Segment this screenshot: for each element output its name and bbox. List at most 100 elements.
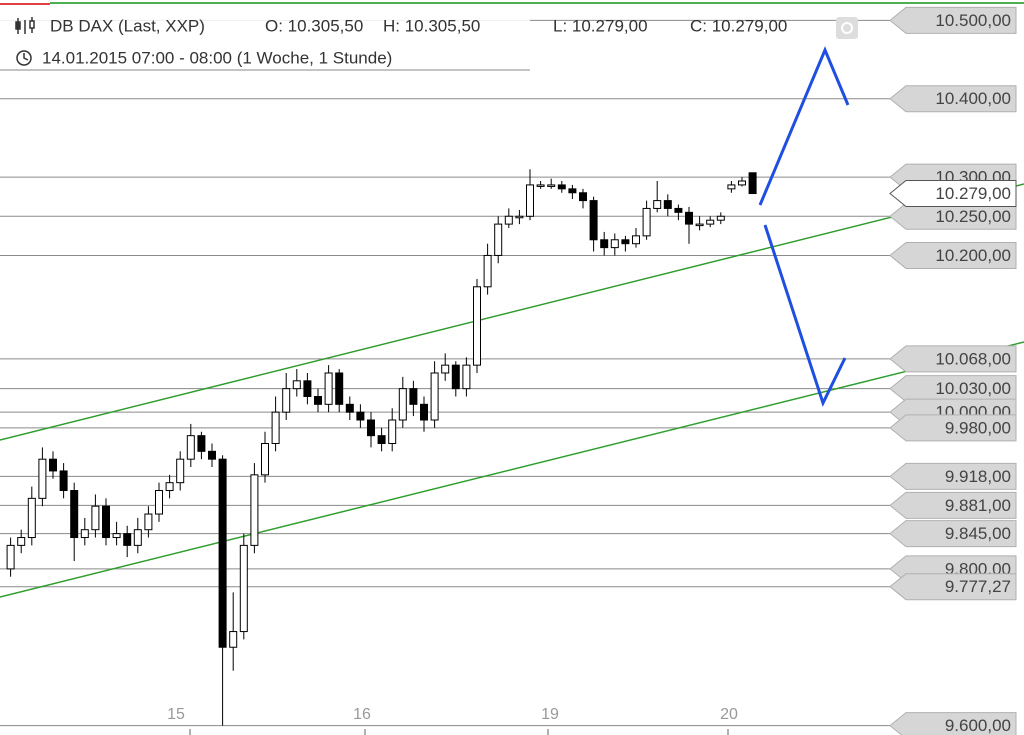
candle-body [70,490,79,539]
candle-body [462,364,471,390]
header-high: H: 10.305,50 [383,16,480,35]
candle-body [716,215,725,221]
trend-channel [0,341,1024,598]
candle-body [250,474,259,546]
y-tick-label: 10.200,00 [935,246,1011,265]
candle-body [80,529,89,539]
candle-body [165,482,174,492]
candle-body [176,458,185,484]
y-tick-label: 9.777,27 [945,577,1011,596]
candle-body [38,458,47,499]
candle-body [102,505,110,539]
candle-body [6,544,15,570]
chart-title: DB DAX (Last, XXP) [50,16,205,35]
header-open: O: 10.305,50 [265,16,363,35]
candle-body [547,184,556,187]
price-tag-shape [889,85,1017,113]
price-tag-shape [889,414,1017,442]
candle-body [685,211,693,225]
price-tag-shape [889,462,1017,490]
candle-body [579,192,587,202]
trend-channel [0,183,1024,441]
candle-body [292,380,301,390]
y-tick-label: 9.845,00 [945,524,1011,543]
candle-body [494,223,503,256]
candle-body [356,411,365,421]
header-close: C: 10.279,00 [690,16,787,35]
candle-body [653,200,662,209]
candle-body [738,180,746,186]
candle-body [642,207,651,237]
y-tick-label: 10.250,00 [935,207,1011,226]
bars-icon [15,17,35,34]
candle-body [229,631,238,648]
candle-body [557,184,566,190]
candle-body [133,529,142,546]
candle-body [706,219,715,225]
y-tick-label: 9.600,00 [945,716,1011,735]
price-tag-shape [889,6,1017,34]
y-tick-label: 10.400,00 [935,89,1011,108]
candle-body [335,372,344,405]
candle-body [218,458,227,648]
candle-body [91,505,100,531]
y-tick-label: 9.980,00 [945,418,1011,437]
candle-body [473,286,481,366]
x-tick-label: 19 [541,706,559,723]
candle-body [663,200,672,209]
candle-body [610,239,619,249]
candle-body [282,388,291,413]
candle-body [526,184,534,217]
candle-body [674,207,683,213]
candle-body [398,388,407,421]
candle-body [589,200,598,241]
header-low: L: 10.279,00 [553,16,648,35]
candle-body [451,364,460,390]
projection-arrow [763,224,847,407]
clock-icon [16,50,32,66]
candle-body [748,172,757,195]
price-tag-shape [889,345,1017,373]
candle-body [600,239,609,249]
candle-body [483,254,492,288]
candle-body [727,184,736,190]
price-tag-shape [889,712,1017,735]
candle-body [515,215,524,219]
candle-body [536,184,545,187]
candle-body [504,215,513,225]
candle-body [695,223,704,227]
y-tick-label: 9.918,00 [945,467,1011,486]
x-tick-label: 15 [167,706,185,723]
candle-body [239,544,248,633]
price-tag-shape [889,241,1017,269]
price-tag-shape [889,520,1017,548]
projection-arrow [758,46,850,206]
candle-body [441,364,450,374]
candle-body [123,533,132,546]
candle-body [377,435,386,445]
chart-subtitle: 14.01.2015 07:00 - 08:00 (1 Woche, 1 Stu… [42,48,392,67]
settings-icon[interactable] [836,17,858,39]
candle-body [345,403,354,413]
y-tick-label: 10.030,00 [935,379,1011,398]
candle-body [324,372,333,405]
y-tick-label: 10.500,00 [935,11,1011,30]
candle-body [420,403,428,421]
x-tick-label: 16 [353,706,371,723]
candle-body [49,458,57,472]
candle-body [186,435,195,460]
price-tag-shape [889,573,1017,601]
candle-body [568,188,577,194]
candle-body [388,419,397,445]
candle-body [59,470,68,492]
candle-body [430,372,439,421]
candle-body [197,435,206,452]
candle-body [621,239,630,245]
x-tick-label: 20 [720,706,738,723]
header-bg [0,10,530,70]
candle-body [261,443,269,476]
candle-body [17,537,26,546]
candle-body [271,411,280,445]
y-tick-label: 9.881,00 [945,496,1011,515]
